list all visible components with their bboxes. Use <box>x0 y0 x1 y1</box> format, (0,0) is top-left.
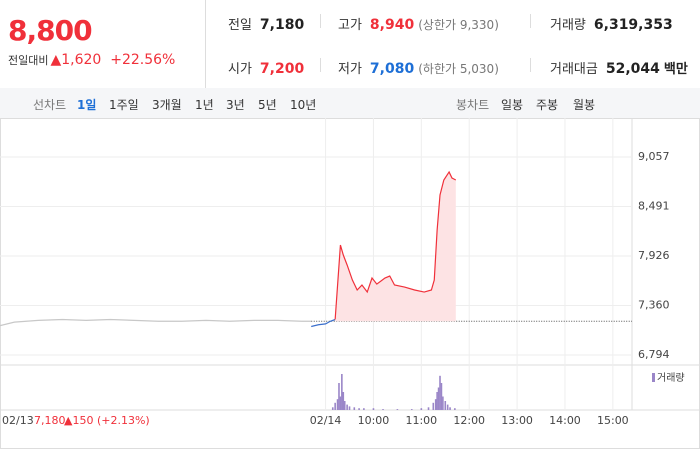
legend-label: 거래량 <box>657 372 685 384</box>
volume-bar <box>343 401 346 410</box>
stat: 저가 7,080 (하한가 5,030) <box>338 58 499 77</box>
footer-date: 02/13 <box>2 414 34 427</box>
footer-close: 7,180 <box>34 414 66 427</box>
volume-bar <box>436 392 438 410</box>
stat-note: (하한가 5,030) <box>418 62 499 76</box>
volume-bar <box>449 407 451 410</box>
tab[interactable]: 1주일 <box>109 98 139 112</box>
volume-bar <box>427 407 430 410</box>
y-tick-label: 7,926 <box>638 249 670 262</box>
tab[interactable]: 1일 <box>77 98 97 112</box>
price: 8,800 <box>8 14 93 47</box>
volume-bar <box>442 396 444 410</box>
tab[interactable]: 10년 <box>290 98 317 112</box>
x-tick-label: 11:00 <box>405 414 437 427</box>
stat-value: 52,044 <box>605 61 660 77</box>
volume-bar <box>446 404 449 410</box>
price-line <box>311 318 336 328</box>
volume-bar <box>334 402 336 410</box>
tab[interactable]: 5년 <box>258 98 277 112</box>
volume-bar <box>382 409 384 410</box>
volume-bar <box>444 401 447 410</box>
separator <box>530 14 531 28</box>
volume-bar <box>432 402 435 410</box>
volume-bar <box>358 408 360 410</box>
stat: 시가 7,200 <box>228 58 304 77</box>
tab[interactable]: 주봉 <box>536 98 559 112</box>
volume-bar <box>372 408 375 410</box>
y-tick-label: 6,794 <box>638 348 670 361</box>
volume-bar <box>341 374 343 410</box>
tab[interactable]: 1년 <box>195 98 214 112</box>
change-rate: +22.56% <box>110 52 176 68</box>
volume-bar <box>336 399 339 410</box>
separator <box>530 58 531 72</box>
stat: 전일 7,180 <box>228 14 304 33</box>
volume-bar <box>396 409 399 410</box>
stat-label: 고가 <box>338 18 362 33</box>
footer-change: ▲150 (+2.13%) <box>64 414 150 427</box>
stat-label: 시가 <box>228 62 252 77</box>
volume-bar <box>410 409 413 410</box>
x-tick-label: 02/14 <box>310 414 342 427</box>
chart: 9,057 8,491 7,926 7,360 6,794 02/14 10:00 11:00… <box>0 118 700 449</box>
period-tabs: 선차트 1일 1주일 3개월 1년 3년 5년 10년 봉차트 일봉 주봉 월봉 <box>0 88 700 119</box>
volume-bar <box>454 408 456 410</box>
stat-label: 거래대금 <box>550 62 598 77</box>
x-tick-label: 12:00 <box>453 414 485 427</box>
stat-label: 저가 <box>338 62 362 77</box>
area-fill <box>335 171 456 322</box>
stat-value: 7,200 <box>259 61 305 77</box>
legend-swatch <box>652 373 655 382</box>
y-tick-label: 8,491 <box>638 200 670 213</box>
tab-group-label: 봉차트 <box>456 98 490 112</box>
stat-value: 7,180 <box>259 17 305 33</box>
volume-bar <box>434 399 437 410</box>
volume-bar <box>440 383 443 410</box>
volume-bar <box>331 407 334 410</box>
stat-note: 백만 <box>663 62 688 77</box>
stat-value: 8,940 <box>369 17 415 33</box>
change: 전일대비 ▲1,620 +22.56% <box>8 52 175 68</box>
stat: 거래대금 52,044 백만 <box>550 58 688 77</box>
tab[interactable]: 일봉 <box>501 98 524 112</box>
volume-bar <box>339 396 342 410</box>
volume-bar <box>420 408 423 410</box>
quote-header: 8,800 전일대비 ▲1,620 +22.56% 전일 7,180 고가 8,940(… <box>0 0 700 89</box>
x-tick-label: 14:00 <box>549 414 581 427</box>
separator <box>320 58 321 72</box>
volume-bar <box>346 404 348 410</box>
stat: 고가 8,940 (상한가 9,330) <box>338 14 499 33</box>
x-tick-label: 15:00 <box>597 414 629 427</box>
volume-bar <box>342 392 345 410</box>
stat-label: 거래량 <box>550 18 586 33</box>
change-value: ▲1,620 <box>50 52 102 68</box>
tab[interactable]: 월봉 <box>573 98 596 112</box>
stat: 거래량 6,319,353 <box>550 14 673 33</box>
y-tick-label: 7,360 <box>638 299 670 312</box>
volume-bar <box>353 407 356 410</box>
volume-bar <box>439 375 441 410</box>
y-tick-label: 9,057 <box>638 150 670 163</box>
tab[interactable]: 3개월 <box>152 98 182 112</box>
x-tick-label: 10:00 <box>358 414 390 427</box>
volume-bar <box>363 408 365 410</box>
price-line <box>0 318 312 327</box>
stat-value: 7,080 <box>369 61 415 77</box>
volume-bar <box>348 406 351 410</box>
stat-value: 6,319,353 <box>593 17 673 33</box>
change-label: 전일대비 <box>8 54 49 67</box>
volume-bar <box>338 383 340 410</box>
separator <box>320 14 321 28</box>
x-tick-label: 13:00 <box>501 414 533 427</box>
price-panel: 8,800 전일대비 ▲1,620 +22.56% <box>0 0 206 88</box>
stat-note: (상한가 9,330) <box>418 18 499 32</box>
volume-bar <box>437 387 440 410</box>
tab-group-label: 선차트 <box>33 98 67 112</box>
stat-label: 전일 <box>228 18 252 33</box>
price-line <box>334 170 457 320</box>
tab[interactable]: 3년 <box>226 98 245 112</box>
